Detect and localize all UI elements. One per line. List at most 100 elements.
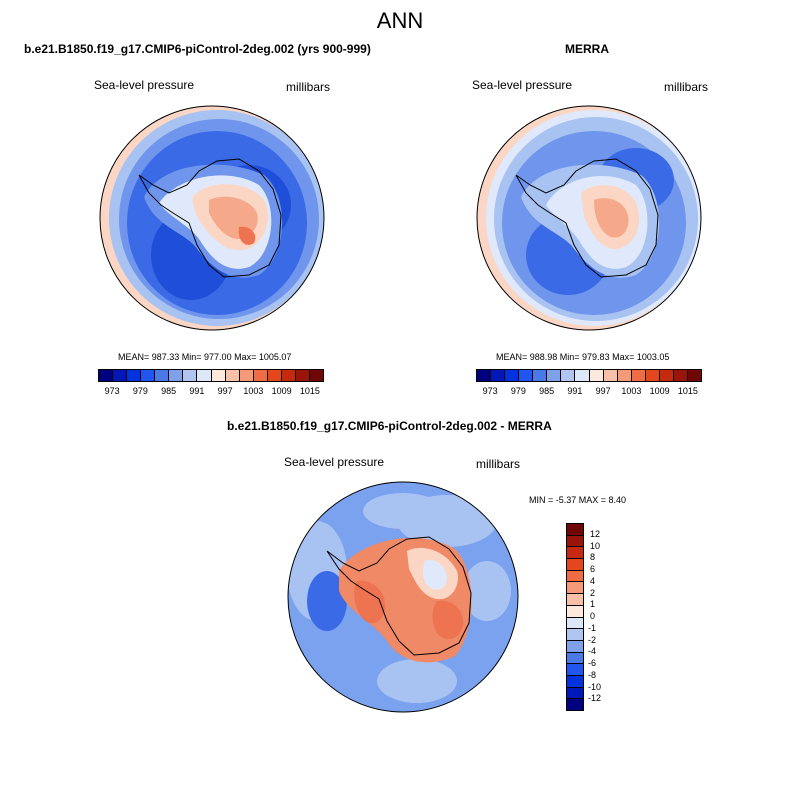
obs-colorbar-swatch: [491, 370, 506, 381]
model-colorbar-swatch: [239, 370, 254, 381]
diff-colorbar-swatch: [567, 570, 583, 583]
model-colorbar-tick-label: 1015: [299, 386, 320, 396]
model-colorbar-swatch: [281, 370, 296, 381]
obs-colorbar-swatch: [519, 370, 534, 381]
diff-colorbar-tick-label: 2: [590, 587, 596, 598]
diff-colorbar-tick-label: -12: [588, 693, 602, 704]
diff-colorbar-labels: 12 10 8 6 4 2 1 0 -1 -2 -4 -6 -8 -10 -12: [588, 523, 620, 711]
model-colorbar-swatch: [253, 370, 268, 381]
figure-title: ANN: [376, 8, 424, 33]
diff-stats: MIN = -5.37 MAX = 8.40: [529, 495, 627, 505]
obs-colorbar-swatch: [687, 370, 701, 381]
diff-colorbar-tick-label: -2: [588, 634, 597, 645]
model-colorbar-swatch: [99, 370, 114, 381]
diff-colorbar: [566, 523, 584, 711]
diff-units-label: millibars: [476, 457, 521, 471]
model-colorbar-swatch: [225, 370, 240, 381]
diff-variable-label: Sea-level pressure: [284, 455, 385, 469]
diff-colorbar-swatch: [567, 605, 583, 618]
diff-colorbar-swatch: [567, 664, 583, 676]
obs-colorbar-swatch: [575, 370, 590, 381]
model-colorbar-swatch: [309, 370, 323, 381]
model-polar-map: [99, 105, 325, 331]
obs-colorbar-tick-label: 1009: [649, 386, 670, 396]
diff-colorbar-tick-label: -10: [588, 681, 602, 692]
obs-colorbar-swatch: [631, 370, 646, 381]
diff-colorbar-tick-label: 6: [590, 564, 596, 574]
model-colorbar-swatch: [113, 370, 128, 381]
obs-colorbar-swatch: [561, 370, 576, 381]
diff-colorbar-swatch: [567, 594, 583, 606]
diff-colorbar-swatch: [567, 559, 583, 571]
model-panel-title: b.e21.B1850.f19_g17.CMIP6-piControl-2deg…: [24, 42, 371, 56]
obs-colorbar-tick-label: 991: [567, 386, 583, 396]
model-variable-label: Sea-level pressure: [94, 78, 195, 92]
model-stats: MEAN= 987.33 Min= 977.00 Max= 1005.07: [118, 352, 292, 362]
diff-colorbar-swatch: [567, 652, 583, 665]
diff-polar-map: [287, 481, 519, 713]
model-colorbar: [98, 369, 324, 382]
diff-colorbar-tick-label: -6: [588, 658, 597, 668]
diff-colorbar-swatch: [567, 640, 583, 653]
diff-panel-title: b.e21.B1850.f19_g17.CMIP6-piControl-2deg…: [227, 419, 552, 433]
obs-colorbar-swatch: [505, 370, 520, 381]
diff-colorbar-tick-label: 12: [590, 528, 601, 539]
model-colorbar-tick-label: 985: [161, 386, 177, 396]
obs-colorbar-swatch: [533, 370, 548, 381]
model-colorbar-tick-label: 979: [132, 386, 148, 396]
obs-colorbar-swatch: [547, 370, 562, 381]
obs-colorbar-tick-label: 973: [482, 386, 498, 396]
diff-colorbar-swatch: [567, 629, 583, 641]
obs-colorbar-labels: 973 979 985 991 997 1003 1009 1015: [476, 386, 702, 398]
obs-polar-map: [476, 105, 702, 331]
model-colorbar-tick-label: 997: [217, 386, 233, 396]
obs-colorbar-swatch: [659, 370, 674, 381]
obs-colorbar-swatch: [617, 370, 632, 381]
obs-colorbar-swatch: [603, 370, 618, 381]
diff-colorbar-tick-label: 0: [590, 611, 596, 621]
model-colorbar-tick-label: 973: [104, 386, 120, 396]
obs-colorbar: [476, 369, 702, 382]
obs-variable-label: Sea-level pressure: [472, 78, 573, 92]
model-colorbar-swatch: [267, 370, 282, 381]
model-colorbar-swatch: [155, 370, 170, 381]
diff-colorbar-swatch: [567, 535, 583, 548]
diff-colorbar-tick-label: 1: [590, 599, 596, 610]
model-colorbar-swatch: [295, 370, 310, 381]
obs-colorbar-swatch: [589, 370, 604, 381]
model-colorbar-swatch: [127, 370, 142, 381]
obs-colorbar-tick-label: 997: [595, 386, 611, 396]
model-colorbar-tick-label: 1009: [271, 386, 292, 396]
model-colorbar-swatch: [169, 370, 184, 381]
diff-colorbar-swatch: [567, 617, 583, 630]
obs-colorbar-tick-label: 985: [539, 386, 555, 396]
diff-colorbar-tick-label: 10: [590, 540, 601, 551]
diff-colorbar-swatch: [567, 675, 583, 688]
obs-colorbar-swatch: [477, 370, 492, 381]
obs-panel-title: MERRA: [565, 42, 609, 56]
model-colorbar-tick-label: 991: [189, 386, 205, 396]
obs-colorbar-tick-label: 1003: [621, 386, 642, 396]
model-colorbar-swatch: [197, 370, 212, 381]
obs-colorbar-swatch: [645, 370, 660, 381]
diff-colorbar-tick-label: -1: [588, 622, 597, 633]
model-colorbar-swatch: [183, 370, 198, 381]
diff-colorbar-swatch: [567, 699, 583, 710]
diff-colorbar-tick-label: 8: [590, 552, 596, 563]
diff-colorbar-tick-label: -8: [588, 669, 597, 680]
model-units-label: millibars: [286, 80, 331, 94]
model-colorbar-labels: 973 979 985 991 997 1003 1009 1015: [98, 386, 324, 398]
diff-colorbar-swatch: [567, 547, 583, 560]
diff-colorbar-swatch: [567, 687, 583, 700]
diff-colorbar-tick-label: -4: [588, 646, 597, 657]
obs-colorbar-tick-label: 979: [510, 386, 526, 396]
model-colorbar-tick-label: 1003: [243, 386, 264, 396]
model-colorbar-swatch: [211, 370, 226, 381]
model-colorbar-swatch: [141, 370, 156, 381]
diff-colorbar-tick-label: 4: [590, 575, 596, 586]
diff-colorbar-swatch: [567, 582, 583, 595]
obs-stats: MEAN= 988.98 Min= 979.83 Max= 1003.05: [496, 352, 670, 362]
diff-colorbar-swatch: [567, 524, 583, 536]
obs-units-label: millibars: [664, 80, 709, 94]
obs-colorbar-swatch: [673, 370, 688, 381]
